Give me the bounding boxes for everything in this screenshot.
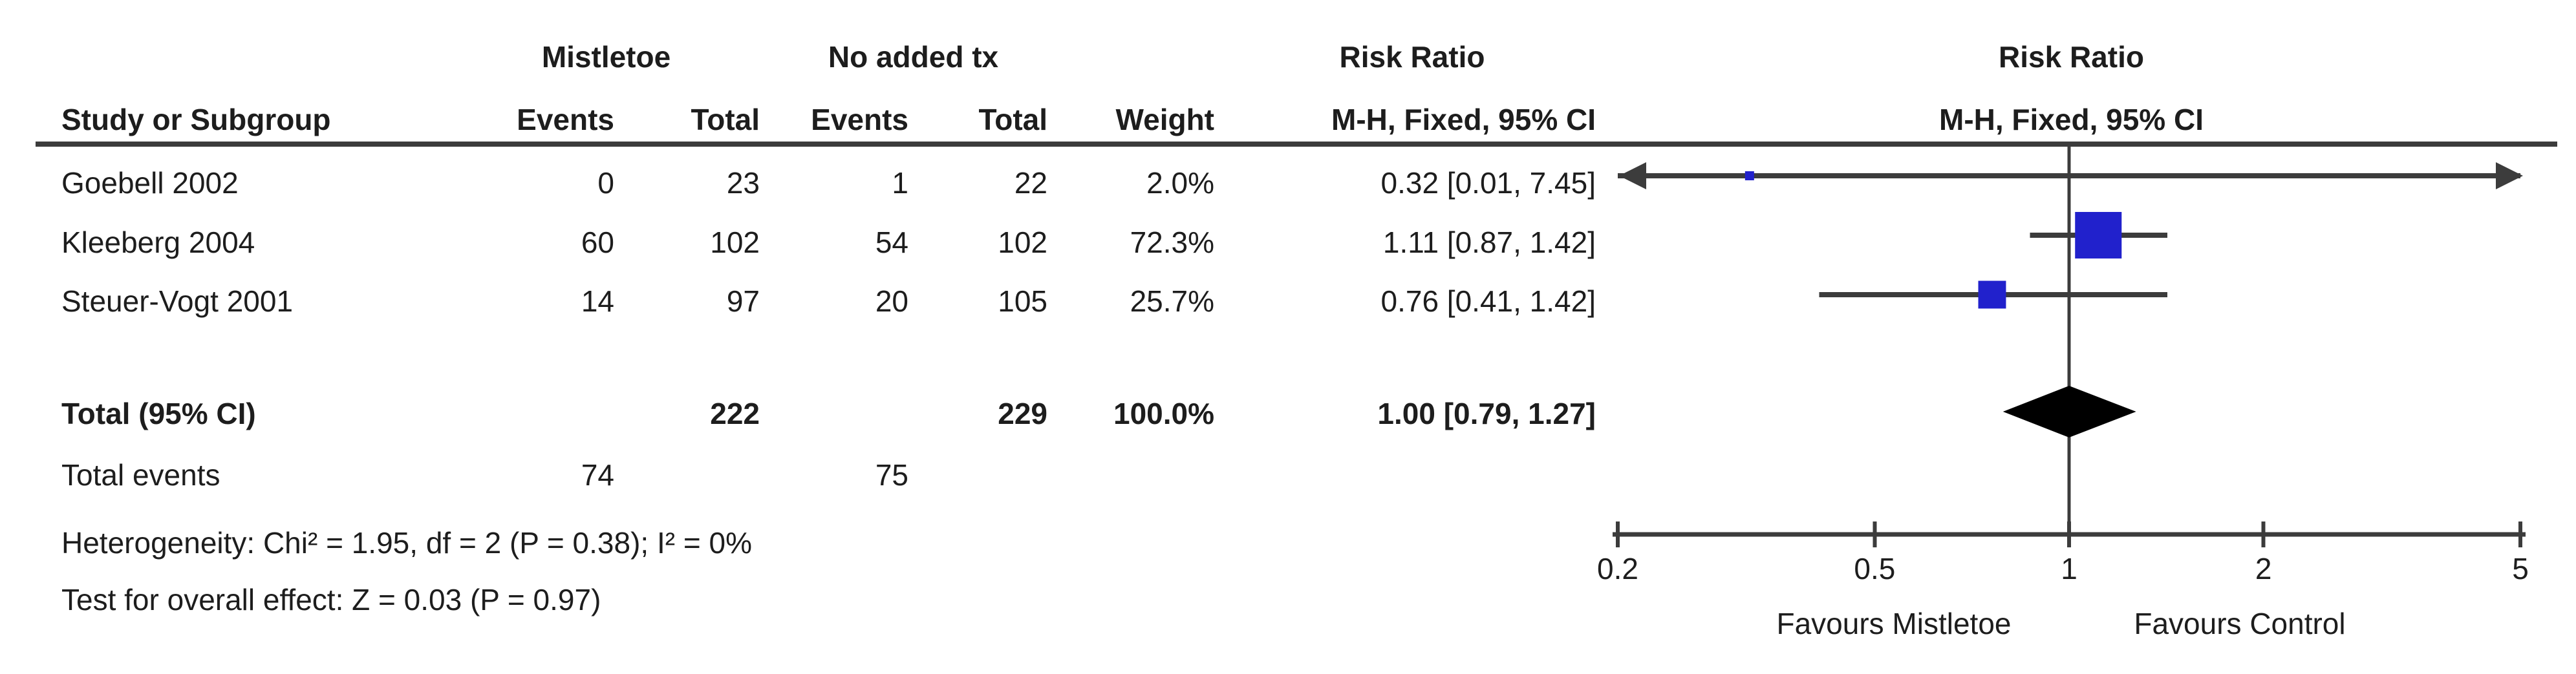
- axis-tick-label: 1: [2061, 552, 2077, 585]
- pooled-diamond: [2002, 386, 2136, 437]
- total-row: Total (95% CI) 222 229 100.0% 1.00 [0.79…: [0, 395, 2576, 432]
- effect-square: [1978, 280, 2006, 309]
- mist-total-cell: 102: [710, 226, 760, 259]
- mist-total-cell: 97: [726, 284, 760, 318]
- axis-tick-label: 2: [2255, 552, 2272, 585]
- notx-events-cell: 1: [892, 166, 908, 200]
- mist-total-cell: 23: [726, 166, 760, 200]
- axis-tick-label: 0.2: [1597, 552, 1638, 585]
- table-group-header-row: Mistletoe No added tx Risk Ratio Risk Ra…: [0, 39, 2576, 75]
- notx-total-cell: 105: [998, 284, 1047, 318]
- total-events-row: Total events 74 75: [0, 457, 2576, 493]
- ci-arrow-right: [2496, 162, 2523, 189]
- col-header-mh-ci: M-H, Fixed, 95% CI: [1331, 103, 1596, 136]
- col-header-weight: Weight: [1115, 103, 1214, 136]
- notx-total-cell: 229: [998, 397, 1047, 430]
- rr-ci-cell: 0.32 [0.01, 7.45]: [1380, 166, 1596, 200]
- group-header-no-added-tx: No added tx: [828, 40, 999, 74]
- rr-ci-cell: 0.76 [0.41, 1.42]: [1380, 284, 1596, 318]
- mist-events-cell: 14: [581, 284, 614, 318]
- col-header-notx-total: Total: [978, 103, 1047, 136]
- table-row: Goebell 2002 0 23 1 22 2.0% 0.32 [0.01, …: [0, 165, 2576, 201]
- mist-events-cell: 0: [597, 166, 614, 200]
- plot-header-mh-ci: M-H, Fixed, 95% CI: [1939, 103, 2204, 136]
- total-events-label: Total events: [61, 458, 220, 492]
- group-header-risk-ratio: Risk Ratio: [1339, 40, 1485, 74]
- notx-events-cell: 20: [875, 284, 908, 318]
- overall-effect-row: Test for overall effect: Z = 0.03 (P = 0…: [0, 582, 2576, 618]
- notx-events-cell: 54: [875, 226, 908, 259]
- table-row: Kleeberg 2004 60 102 54 102 72.3% 1.11 […: [0, 224, 2576, 260]
- effect-square: [1744, 171, 1754, 180]
- table-row: Steuer-Vogt 2001 14 97 20 105 25.7% 0.76…: [0, 283, 2576, 319]
- mist-events-cell: 60: [581, 226, 614, 259]
- weight-cell: 100.0%: [1113, 397, 1214, 430]
- favours-left-label: Favours Mistletoe: [1776, 607, 2012, 640]
- overall-effect-text: Test for overall effect: Z = 0.03 (P = 0…: [61, 583, 601, 616]
- ci-arrow-left: [1619, 162, 1646, 189]
- effect-square: [2075, 211, 2122, 259]
- total-events-mistletoe: 74: [581, 458, 614, 492]
- study-label: Steuer-Vogt 2001: [61, 284, 294, 318]
- notx-total-cell: 22: [1014, 166, 1047, 200]
- notx-total-cell: 102: [998, 226, 1047, 259]
- group-header-mistletoe: Mistletoe: [541, 40, 671, 74]
- axis-tick-label: 0.5: [1854, 552, 1896, 585]
- header-rule: [36, 142, 2557, 147]
- study-label: Goebell 2002: [61, 166, 239, 200]
- weight-cell: 72.3%: [1130, 226, 1214, 259]
- study-label: Kleeberg 2004: [61, 226, 255, 259]
- rr-ci-cell: 1.11 [0.87, 1.42]: [1382, 226, 1596, 259]
- total-label: Total (95% CI): [61, 397, 256, 430]
- col-header-study: Study or Subgroup: [61, 103, 331, 136]
- table-column-header-row: Study or Subgroup Events Total Events To…: [0, 101, 2576, 138]
- axis-tick-label: 5: [2512, 552, 2529, 585]
- plot-header-risk-ratio: Risk Ratio: [1999, 40, 2144, 74]
- heterogeneity-text: Heterogeneity: Chi² = 1.95, df = 2 (P = …: [61, 526, 752, 560]
- heterogeneity-row: Heterogeneity: Chi² = 1.95, df = 2 (P = …: [0, 525, 2576, 561]
- rr-ci-cell: 1.00 [0.79, 1.27]: [1377, 397, 1596, 430]
- col-header-notx-events: Events: [811, 103, 908, 136]
- mist-total-cell: 222: [710, 397, 760, 430]
- favours-right-label: Favours Control: [2134, 607, 2346, 640]
- col-header-mist-events: Events: [517, 103, 614, 136]
- col-header-mist-total: Total: [691, 103, 760, 136]
- weight-cell: 25.7%: [1130, 284, 1214, 318]
- total-events-notx: 75: [875, 458, 908, 492]
- weight-cell: 2.0%: [1146, 166, 1214, 200]
